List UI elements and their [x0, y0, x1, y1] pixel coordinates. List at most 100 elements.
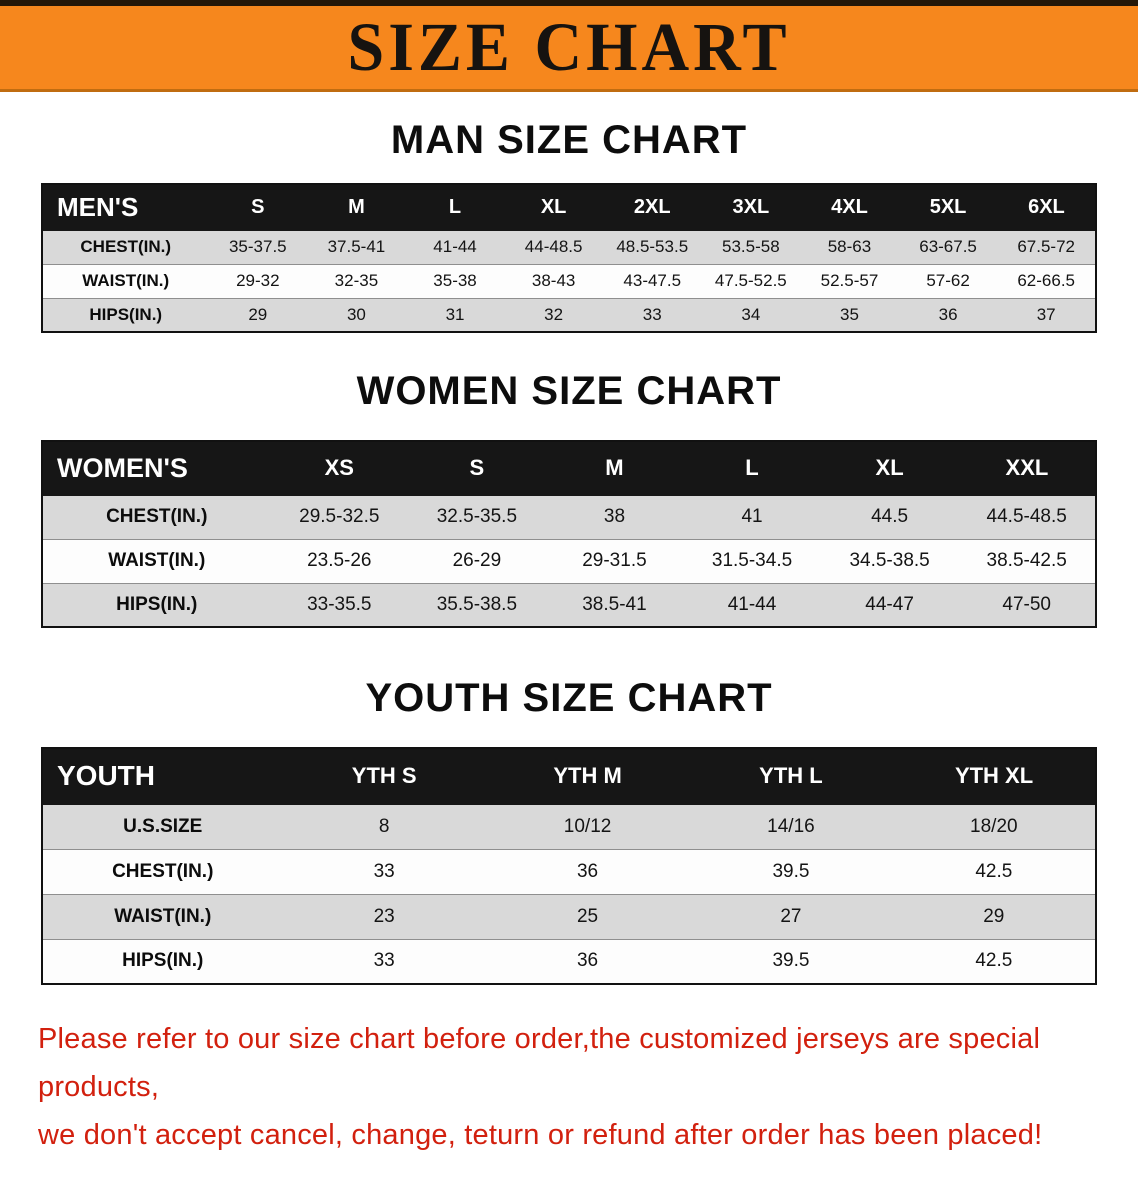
size-value: 42.5 — [975, 860, 1013, 882]
size-column-header: L — [405, 183, 505, 231]
table-row: HIPS(IN.) 33-35.5 35.5-38.5 38.5-41 41-44 44-… — [42, 583, 1096, 627]
size-value: 44.5-48.5 — [986, 506, 1067, 527]
size-column-header: 2XL — [602, 183, 703, 231]
size-value: 36 — [938, 304, 958, 324]
table-row: WAIST(IN.) 23.5-26 26-29 29-31.5 31.5-34.5 34… — [42, 539, 1096, 583]
size-value: 47-50 — [1002, 593, 1051, 615]
size-value: 52.5-57 — [820, 271, 879, 290]
youth-size-table: YOUTH YTH S YTH M YTH L YTH XL U.S.SIZE 8 10/12… — [41, 747, 1097, 985]
size-value: 26-29 — [452, 550, 502, 571]
size-column-header: 3XL — [701, 183, 801, 231]
size-value: 37 — [1036, 304, 1056, 324]
size-value: 29-32 — [236, 271, 280, 290]
table-title-cell: YOUTH — [41, 747, 283, 805]
size-column-header: M — [545, 440, 684, 496]
size-column-header: 6XL — [996, 183, 1097, 231]
disclaimer-text: Please refer to our size chart before or… — [38, 1015, 1138, 1177]
size-value: 34 — [741, 304, 761, 324]
size-value: 34.5-38.5 — [849, 550, 930, 571]
size-column-header: S — [208, 183, 308, 231]
size-value: 62-66.5 — [1017, 271, 1076, 290]
table-header-row: MEN'S S M L XL 2XL 3XL 4XL 5XL 6XL — [41, 183, 1097, 231]
size-value: 58-63 — [827, 237, 872, 256]
row-label: HIPS(IN.) — [122, 950, 204, 972]
size-value: 53.5-58 — [722, 237, 780, 256]
size-column-header: YTH S — [281, 747, 487, 805]
size-value: 29.5-32.5 — [299, 506, 380, 527]
size-value: 38.5-41 — [582, 593, 647, 615]
row-label: CHEST(IN.) — [112, 860, 214, 882]
size-value: 38-43 — [531, 271, 576, 290]
size-column-header: XL — [503, 183, 604, 231]
table-row: HIPS(IN.) 33 36 39.5 42.5 — [42, 939, 1096, 984]
size-value: 30 — [346, 304, 366, 324]
size-value: 29-31.5 — [582, 550, 647, 571]
size-chart-banner: SIZE CHART — [0, 0, 1138, 92]
size-value: 35-37.5 — [228, 237, 287, 256]
row-label: HIPS(IN.) — [89, 304, 163, 324]
size-value: 39.5 — [772, 860, 810, 882]
size-value: 33-35.5 — [307, 593, 372, 615]
size-value: 41 — [741, 506, 763, 527]
women-size-section: WOMEN SIZE CHART WOMEN'S XS S M L XL XXL CHEST(… — [0, 333, 1138, 628]
size-column-header: YTH L — [688, 747, 894, 805]
size-value: 10/12 — [563, 815, 612, 837]
table-row: WAIST(IN.) 29-32 32-35 35-38 38-43 43-47.5 47.… — [42, 264, 1096, 298]
youth-size-chart-heading: YOUTH SIZE CHART — [365, 676, 773, 720]
size-value: 33 — [642, 304, 662, 324]
size-value: 14/16 — [767, 815, 815, 837]
size-value: 32.5-35.5 — [436, 506, 518, 527]
row-label: CHEST(IN.) — [106, 506, 208, 527]
size-value: 38 — [603, 506, 626, 527]
women-size-chart-heading: WOMEN SIZE CHART — [356, 369, 782, 413]
size-value: 35 — [840, 304, 859, 324]
men-size-chart-heading: MAN SIZE CHART — [390, 118, 748, 162]
size-value: 31.5-34.5 — [711, 550, 793, 571]
row-label: WAIST(IN.) — [108, 550, 206, 571]
row-label: WAIST(IN.) — [114, 905, 212, 927]
size-value: 44-47 — [865, 593, 914, 615]
size-value: 33 — [373, 860, 395, 882]
table-header-row: YOUTH YTH S YTH M YTH L YTH XL — [41, 747, 1097, 805]
disclaimer-line-1: Please refer to our size chart before or… — [38, 1023, 1041, 1103]
size-column-header: L — [682, 440, 822, 496]
table-title-cell: WOMEN'S — [41, 440, 271, 496]
size-column-header: XXL — [957, 440, 1097, 496]
men-size-section: MAN SIZE CHART MEN'S S M L XL 2XL 3XL 4XL 5XL 6XL… — [0, 92, 1138, 333]
size-value: 37.5-41 — [327, 237, 386, 256]
row-label: HIPS(IN.) — [116, 593, 198, 615]
table-row: CHEST(IN.) 29.5-32.5 32.5-35.5 38 41 44.5 44.5… — [42, 495, 1096, 539]
size-value: 42.5 — [975, 950, 1013, 972]
size-column-header: M — [306, 183, 407, 231]
disclaimer-line-2: we don't accept cancel, change, teturn o… — [38, 1119, 1043, 1151]
size-value: 43-47.5 — [623, 271, 682, 290]
size-value: 48.5-53.5 — [616, 237, 689, 256]
row-label: CHEST(IN.) — [80, 237, 172, 256]
size-column-header: YTH XL — [892, 747, 1097, 805]
size-value: 32-35 — [334, 271, 379, 290]
table-title-cell: MEN'S — [41, 183, 209, 231]
size-value: 44.5 — [871, 506, 909, 527]
size-value: 23.5-26 — [307, 550, 372, 571]
women-size-table: WOMEN'S XS S M L XL XXL CHEST(IN.) 29.5-32.5 32.5… — [41, 440, 1097, 628]
size-value: 63-67.5 — [919, 237, 977, 256]
size-value: 29 — [983, 905, 1005, 927]
table-row: WAIST(IN.) 23 25 27 29 — [42, 894, 1096, 939]
size-value: 39.5 — [772, 950, 810, 972]
row-label: U.S.SIZE — [123, 815, 203, 837]
youth-size-section: YOUTH SIZE CHART YOUTH YTH S YTH M YTH L YTH… — [0, 628, 1138, 985]
size-value: 29 — [248, 304, 268, 324]
size-value: 41-44 — [727, 593, 777, 615]
table-row: CHEST(IN.) 35-37.5 37.5-41 41-44 44-48.5 48.5… — [42, 230, 1096, 264]
size-column-header: 4XL — [799, 183, 900, 231]
size-value: 38.5-42.5 — [986, 550, 1067, 571]
size-value: 27 — [780, 905, 802, 927]
size-value: 36 — [576, 860, 599, 882]
size-column-header: XL — [820, 440, 959, 496]
size-value: 32 — [544, 304, 564, 324]
size-column-header: S — [407, 440, 547, 496]
size-value: 25 — [576, 905, 599, 927]
table-row: HIPS(IN.) 29 30 31 32 33 34 35 36 37 — [42, 298, 1096, 332]
size-value: 31 — [445, 304, 465, 324]
size-value: 36 — [576, 950, 599, 972]
